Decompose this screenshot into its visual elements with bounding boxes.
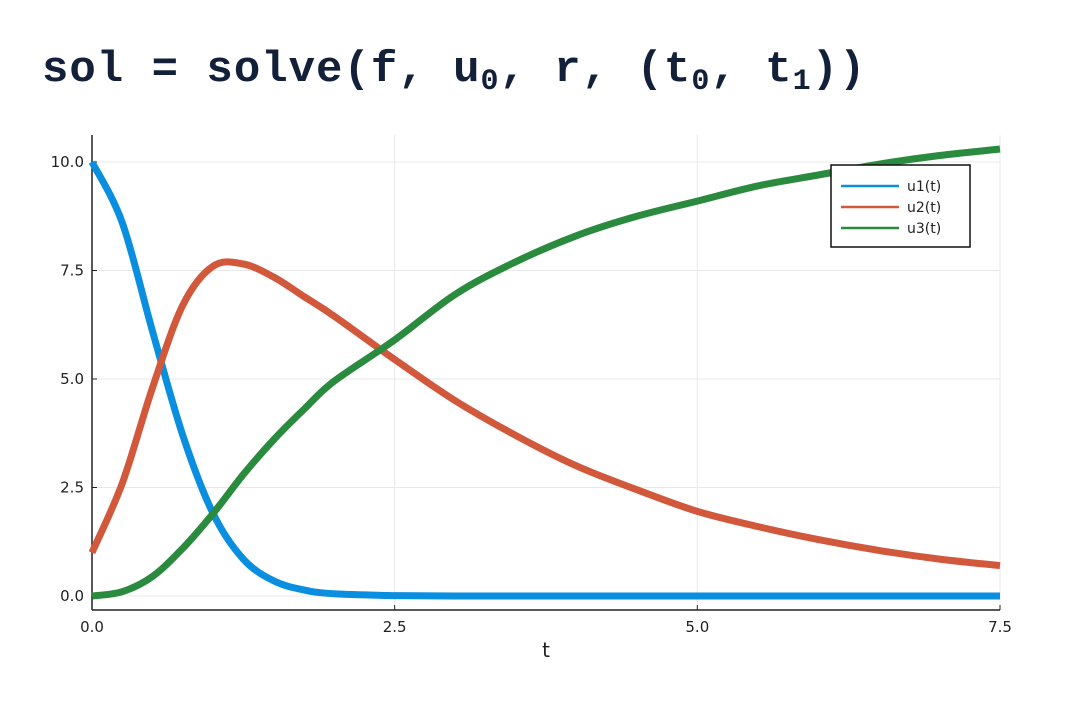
- y-tick-label: 5.0: [60, 370, 84, 388]
- x-tick-label: 7.5: [988, 618, 1012, 636]
- legend-label: u2(t): [907, 200, 941, 216]
- y-tick-label: 0.0: [60, 587, 84, 605]
- y-tick-label: 2.5: [60, 479, 84, 497]
- x-tick-label: 2.5: [383, 618, 407, 636]
- tick-labels: 0.0 2.5 5.0 7.5 0.0 2.5 5.0 7.5 10.0: [51, 153, 1012, 636]
- y-tick-label: 10.0: [51, 153, 84, 171]
- x-tick-label: 5.0: [685, 618, 709, 636]
- legend: u1(t) u2(t) u3(t): [830, 164, 971, 248]
- legend-label: u3(t): [907, 221, 941, 237]
- series-line-u3: [91, 145, 1001, 600]
- series-line-u1: [88, 160, 1000, 600]
- x-axis-label: t: [542, 638, 550, 662]
- y-tick-label: 7.5: [60, 262, 84, 280]
- series-lines: [88, 145, 1001, 600]
- x-tick-label: 0.0: [80, 618, 104, 636]
- page-title: sol = solve(f, u0, r, (t0, t1)): [42, 45, 867, 99]
- legend-label: u1(t): [907, 179, 941, 195]
- series-line-u2: [88, 258, 1001, 570]
